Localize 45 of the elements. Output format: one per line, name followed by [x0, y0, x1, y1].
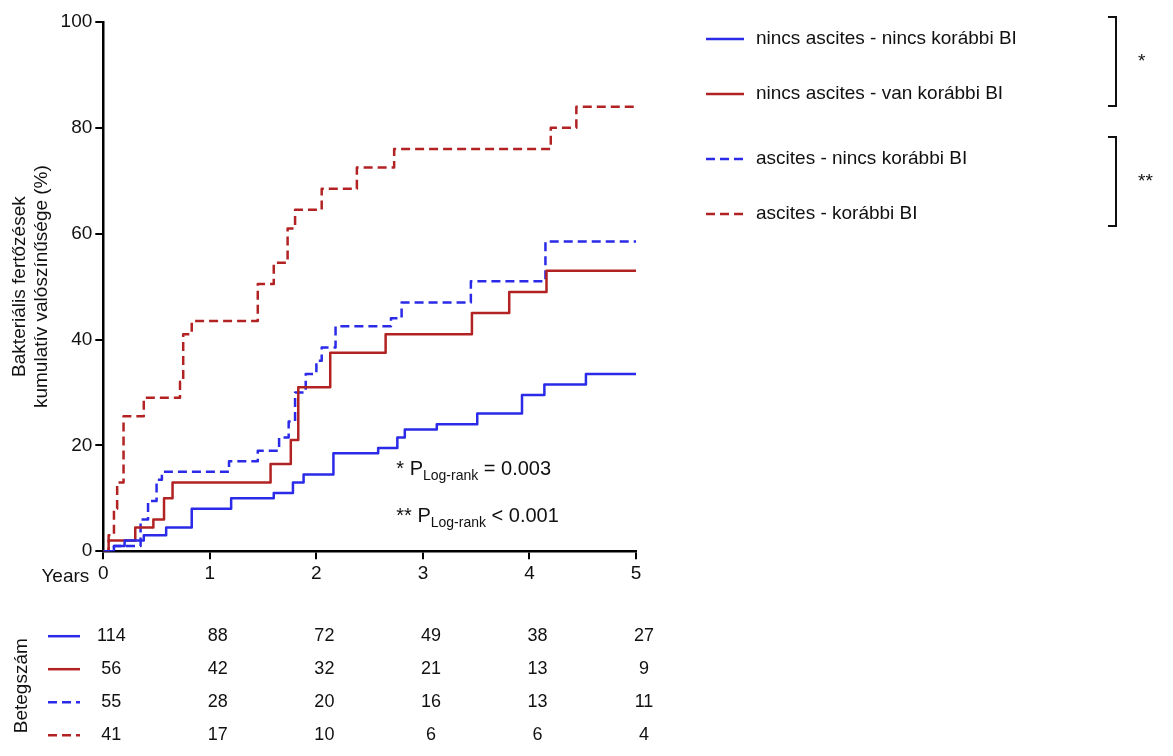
text: 10: [314, 724, 335, 745]
x-tick-label: 1: [204, 561, 216, 583]
text: Betegszám: [10, 638, 32, 734]
text: **: [1138, 169, 1154, 191]
text: 72: [314, 625, 335, 646]
y-tick-label: 80: [71, 116, 93, 138]
text: 41: [101, 724, 122, 745]
text: 16: [420, 691, 441, 712]
text: 28: [207, 691, 228, 712]
y-tick-label: 0: [81, 539, 93, 561]
y-axis-title: Bakteriális fertőzések kumulatív valószínűsége (%): [7, 165, 52, 409]
text: 49: [420, 625, 441, 646]
x-tick-label: 5: [630, 561, 642, 583]
legend-label: nincs ascites - nincs korábbi BI: [756, 27, 1017, 49]
text: 20: [314, 691, 335, 712]
y-tick-label: 60: [71, 221, 93, 243]
x-tick-label: 2: [311, 561, 322, 583]
x-tick-label: 4: [524, 561, 536, 583]
text: 55: [101, 691, 122, 712]
text: 9: [638, 658, 650, 679]
text: 13: [527, 691, 548, 712]
text: 11: [634, 691, 654, 712]
text: 4: [638, 724, 650, 745]
text: 27: [633, 625, 655, 646]
text: 13: [527, 658, 548, 679]
legend-label: ascites - nincs korábbi BI: [756, 147, 968, 169]
text: 21: [420, 658, 441, 679]
text: 6: [425, 724, 436, 745]
x-tick-label: 3: [417, 561, 429, 583]
text: 56: [101, 658, 122, 679]
text: 38: [527, 625, 548, 646]
y-tick-label: 20: [71, 433, 93, 455]
legend-label: ascites - korábbi BI: [756, 202, 918, 224]
text: 17: [207, 724, 228, 745]
x-tick-label: 0: [98, 561, 109, 583]
y-tick-label: 100: [60, 10, 93, 32]
text: 88: [207, 625, 228, 646]
text: 114: [96, 625, 126, 646]
y-tick-label: 40: [71, 327, 93, 349]
text: 6: [532, 724, 543, 745]
text: 32: [314, 658, 335, 679]
legend-label: nincs ascites - van korábbi BI: [756, 82, 1004, 104]
text: *: [1138, 49, 1146, 71]
x-axis-title: Years: [41, 565, 90, 587]
text: 42: [207, 658, 228, 679]
